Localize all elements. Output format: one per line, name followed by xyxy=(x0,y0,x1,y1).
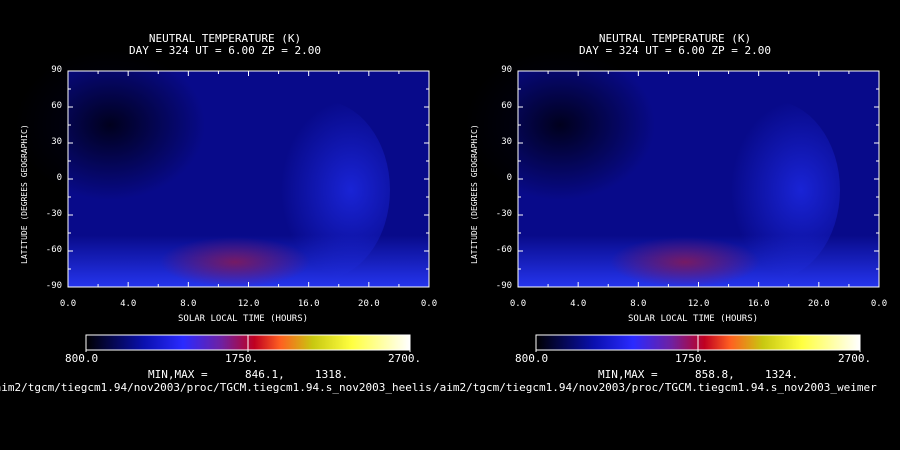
right-x-tick-label: 20.0 xyxy=(808,299,830,309)
left-min-value: 846.1, xyxy=(245,368,285,381)
right-y-axis-label: LATITUDE (DEGREES GEOGRAPHIC) xyxy=(470,124,479,264)
left-y-tick-label: 90 xyxy=(51,65,63,75)
left-x-tick-label: 12.0 xyxy=(237,299,260,309)
left-panel: NEUTRAL TEMPERATURE (K) DAY = 324 UT = 6… xyxy=(15,32,438,381)
left-y-tick-label: -60 xyxy=(45,245,63,255)
right-min-max-label: MIN,MAX = xyxy=(598,368,658,381)
left-plot-svg xyxy=(15,50,430,352)
right-x-tick-label: 16.0 xyxy=(747,299,770,309)
left-x-axis-label: SOLAR LOCAL TIME (HOURS) xyxy=(178,314,309,324)
right-plot-svg xyxy=(465,50,880,352)
right-x-tick-label: 0.0 xyxy=(509,299,527,309)
left-y-tick-label: 0 xyxy=(56,173,63,183)
left-y-tick-label: 60 xyxy=(51,101,63,111)
right-chart-subtitle: DAY = 324 UT = 6.00 ZP = 2.00 xyxy=(578,44,772,57)
right-y-tick-label: 0 xyxy=(506,173,513,183)
right-file-path: /aim2/tgcm/tiegcm1.94/nov2003/proc/TGCM.… xyxy=(433,381,877,394)
left-x-tick-label: 16.0 xyxy=(297,299,320,309)
left-max-value: 1318. xyxy=(315,368,349,381)
right-axes xyxy=(517,70,880,288)
right-y-tick-label: -90 xyxy=(495,281,513,291)
left-y-tick-label: -30 xyxy=(45,209,63,219)
right-y-tick-label: -60 xyxy=(495,245,513,255)
left-chart-subtitle: DAY = 324 UT = 6.00 ZP = 2.00 xyxy=(128,44,322,57)
left-y-tick-label: -90 xyxy=(45,281,63,291)
left-min-max-label: MIN,MAX = xyxy=(148,368,208,381)
left-colorbar-mid-label: 1750. xyxy=(225,352,259,365)
left-x-tick-label: 20.0 xyxy=(358,299,380,309)
left-y-tick-label: 30 xyxy=(51,137,63,147)
right-min-value: 858.8, xyxy=(695,368,735,381)
right-x-tick-label: 12.0 xyxy=(687,299,710,309)
right-heatmap xyxy=(465,50,879,287)
left-colorbar-min-label: 800.0 xyxy=(65,352,99,365)
left-x-tick-label: 8.0 xyxy=(180,299,197,309)
right-colorbar-min-label: 800.0 xyxy=(515,352,549,365)
left-heatmap xyxy=(15,50,429,287)
right-x-axis-label: SOLAR LOCAL TIME (HOURS) xyxy=(628,314,759,324)
left-chart-title: NEUTRAL TEMPERATURE (K) xyxy=(148,32,302,45)
right-x-tick-label: 8.0 xyxy=(630,299,647,309)
right-max-value: 1324. xyxy=(765,368,799,381)
right-y-tick-label: 60 xyxy=(501,101,513,111)
right-y-tick-label: 90 xyxy=(501,65,513,75)
right-y-tick-label: 30 xyxy=(501,137,513,147)
left-file-path: /aim2/tgcm/tiegcm1.94/nov2003/proc/TGCM.… xyxy=(0,381,432,394)
right-chart-title: NEUTRAL TEMPERATURE (K) xyxy=(598,32,752,45)
right-y-tick-label: -30 xyxy=(495,209,513,219)
left-x-tick-label: 4.0 xyxy=(120,299,137,309)
right-panel: NEUTRAL TEMPERATURE (K) DAY = 324 UT = 6… xyxy=(450,0,900,450)
right-colorbar xyxy=(535,334,861,352)
left-x-tick-label: 0.0 xyxy=(420,299,438,309)
left-colorbar-max-label: 2700. xyxy=(388,352,422,365)
left-axes xyxy=(67,70,430,288)
right-colorbar-mid-label: 1750. xyxy=(675,352,709,365)
right-x-tick-label: 0.0 xyxy=(870,299,888,309)
left-colorbar xyxy=(85,334,411,352)
left-y-axis-label: LATITUDE (DEGREES GEOGRAPHIC) xyxy=(20,124,29,264)
right-colorbar-max-label: 2700. xyxy=(838,352,872,365)
left-x-tick-label: 0.0 xyxy=(59,299,77,309)
right-x-tick-label: 4.0 xyxy=(570,299,587,309)
